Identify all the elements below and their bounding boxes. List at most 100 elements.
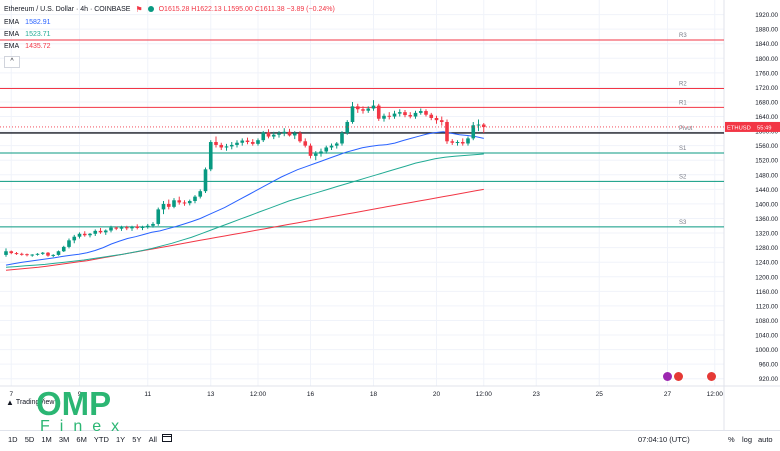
candle-body[interactable] bbox=[124, 227, 129, 229]
candle-body[interactable] bbox=[350, 106, 355, 122]
candle-body[interactable] bbox=[130, 226, 134, 229]
candle-body[interactable] bbox=[166, 203, 171, 207]
timeframe-1y[interactable]: 1Y bbox=[116, 435, 126, 444]
candle-body[interactable] bbox=[319, 151, 323, 154]
candle-body[interactable] bbox=[72, 236, 77, 241]
candle-body[interactable] bbox=[25, 254, 29, 256]
candle-body[interactable] bbox=[397, 112, 402, 114]
candle-body[interactable] bbox=[366, 108, 371, 111]
candle-body[interactable] bbox=[140, 226, 145, 228]
candle-body[interactable] bbox=[219, 144, 224, 148]
candle-body[interactable] bbox=[334, 143, 339, 146]
candle-body[interactable] bbox=[355, 106, 360, 110]
candle-body[interactable] bbox=[40, 252, 45, 254]
candle-body[interactable] bbox=[340, 132, 344, 144]
candle-body[interactable] bbox=[277, 133, 281, 135]
candle-body[interactable] bbox=[203, 169, 208, 192]
candle-body[interactable] bbox=[287, 131, 292, 136]
candle-body[interactable] bbox=[14, 253, 19, 255]
log-toggle[interactable]: log bbox=[742, 435, 753, 444]
candle-body[interactable] bbox=[135, 226, 140, 228]
candle-body[interactable] bbox=[429, 114, 434, 118]
candle-body[interactable] bbox=[114, 227, 119, 229]
symbol-title[interactable]: Ethereum / U.S. Dollar · 4h · COINBASE bbox=[4, 5, 131, 13]
candle-body[interactable] bbox=[98, 230, 103, 233]
lightning-event-icon[interactable] bbox=[663, 372, 672, 381]
candle-body[interactable] bbox=[177, 200, 182, 203]
candle-body[interactable] bbox=[103, 230, 108, 233]
candle-body[interactable] bbox=[145, 225, 150, 227]
candle-body[interactable] bbox=[109, 227, 113, 231]
candle-body[interactable] bbox=[4, 251, 8, 255]
candle-body[interactable] bbox=[235, 142, 239, 145]
timeframe-all[interactable]: All bbox=[148, 435, 157, 444]
candle-body[interactable] bbox=[193, 196, 197, 202]
candle-body[interactable] bbox=[245, 140, 250, 143]
utc-clock[interactable]: 07:04:10 (UTC) bbox=[638, 435, 690, 444]
candle-body[interactable] bbox=[471, 125, 476, 139]
candle-body[interactable] bbox=[271, 134, 276, 137]
candle-body[interactable] bbox=[460, 142, 465, 144]
flag-icon[interactable]: ⚑ bbox=[135, 4, 143, 14]
candle-body[interactable] bbox=[313, 153, 318, 156]
candle-body[interactable] bbox=[182, 202, 187, 204]
candle-body[interactable] bbox=[303, 141, 308, 146]
timeframe-3m[interactable]: 3M bbox=[58, 435, 70, 444]
candle-body[interactable] bbox=[434, 117, 439, 121]
candle-body[interactable] bbox=[329, 145, 334, 148]
event-markers-1[interactable] bbox=[663, 372, 683, 381]
candle-body[interactable] bbox=[250, 142, 255, 144]
candle-body[interactable] bbox=[361, 109, 365, 111]
candle-body[interactable] bbox=[187, 201, 192, 204]
candle-body[interactable] bbox=[172, 200, 176, 207]
candle-body[interactable] bbox=[392, 113, 397, 117]
candle-body[interactable] bbox=[292, 133, 297, 136]
candle-body[interactable] bbox=[481, 124, 486, 128]
timeframe-1m[interactable]: 1M bbox=[41, 435, 52, 444]
candle-body[interactable] bbox=[229, 144, 234, 147]
candle-body[interactable] bbox=[445, 121, 449, 142]
candle-body[interactable] bbox=[413, 112, 418, 117]
timeframe-5d[interactable]: 5D bbox=[24, 435, 35, 444]
candle-body[interactable] bbox=[198, 191, 203, 197]
candle-body[interactable] bbox=[439, 120, 444, 122]
candle-body[interactable] bbox=[161, 203, 166, 210]
candle-body[interactable] bbox=[282, 131, 287, 134]
candle-body[interactable] bbox=[266, 132, 271, 137]
candle-body[interactable] bbox=[308, 145, 313, 156]
candle-body[interactable] bbox=[82, 233, 87, 236]
candle-body[interactable] bbox=[261, 132, 266, 141]
auto-toggle[interactable]: auto bbox=[758, 435, 773, 444]
us-flag-icon[interactable] bbox=[674, 372, 683, 381]
candle-body[interactable] bbox=[46, 252, 50, 256]
candle-body[interactable] bbox=[9, 251, 14, 254]
collapse-legend-button[interactable]: ^ bbox=[4, 56, 20, 68]
event-markers-2[interactable] bbox=[707, 372, 716, 381]
candle-body[interactable] bbox=[208, 142, 213, 170]
candle-body[interactable] bbox=[424, 111, 428, 115]
candle-body[interactable] bbox=[214, 142, 218, 145]
tradingview-logo[interactable]: ▲ TradingView bbox=[6, 398, 54, 407]
candle-body[interactable] bbox=[455, 142, 460, 144]
candle-body[interactable] bbox=[382, 115, 386, 119]
candle-body[interactable] bbox=[19, 253, 24, 255]
candle-body[interactable] bbox=[387, 115, 392, 117]
calendar-icon[interactable] bbox=[162, 433, 172, 442]
candle-body[interactable] bbox=[256, 140, 260, 144]
candle-body[interactable] bbox=[77, 233, 82, 237]
timeframe-6m[interactable]: 6M bbox=[76, 435, 87, 444]
candle-body[interactable] bbox=[466, 138, 470, 144]
candle-body[interactable] bbox=[88, 233, 92, 236]
candle-body[interactable] bbox=[56, 251, 61, 255]
timeframe-5y[interactable]: 5Y bbox=[132, 435, 142, 444]
candle-body[interactable] bbox=[298, 133, 302, 142]
candle-body[interactable] bbox=[119, 227, 124, 229]
candle-body[interactable] bbox=[324, 147, 329, 152]
candle-body[interactable] bbox=[345, 121, 350, 133]
timeframe-1d[interactable]: 1D bbox=[8, 435, 18, 444]
candle-body[interactable] bbox=[51, 254, 56, 256]
candle-body[interactable] bbox=[93, 230, 98, 234]
ema-legend-2[interactable]: EMA 1523.71 bbox=[4, 28, 335, 40]
